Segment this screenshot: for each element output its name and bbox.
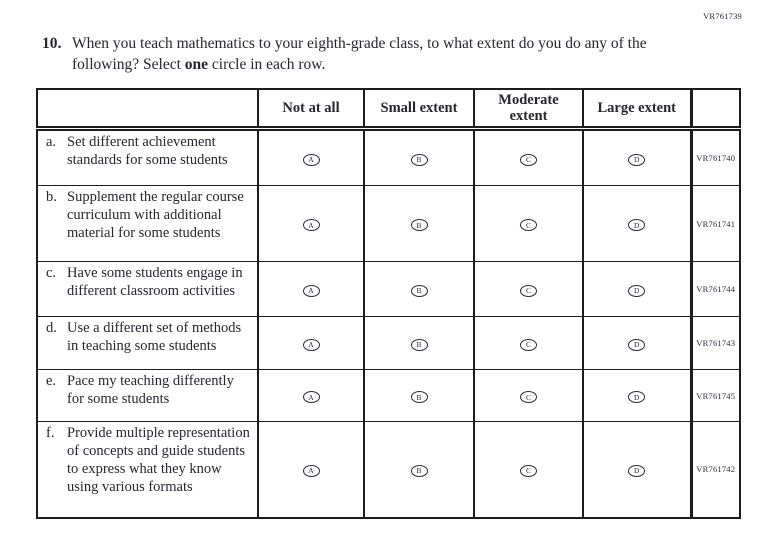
form-code: VR761739 bbox=[703, 11, 742, 21]
option-bubble-large-extent[interactable]: D bbox=[628, 465, 646, 477]
row-text: Provide multiple representation of conce… bbox=[67, 425, 250, 495]
row-code: VR761744 bbox=[689, 261, 741, 317]
row-letter: f. bbox=[46, 425, 55, 441]
row-text: Set different achievement standards for … bbox=[67, 134, 228, 168]
row-letter: b. bbox=[46, 189, 57, 205]
row-code: VR761742 bbox=[689, 421, 741, 518]
table-row-b: b. Supplement the regular course curricu… bbox=[36, 185, 741, 262]
row-code: VR761745 bbox=[689, 369, 741, 422]
code-header-cell bbox=[689, 88, 741, 131]
option-bubble-not-at-all[interactable]: A bbox=[302, 338, 320, 351]
row-label: c. Have some students engage in differen… bbox=[36, 261, 259, 317]
question-text-end: circle in each row. bbox=[208, 56, 326, 73]
row-label: e. Pace my teaching differently for some… bbox=[36, 369, 259, 422]
option-bubble-not-at-all[interactable]: A bbox=[302, 219, 320, 232]
table-row-d: d. Use a different set of methods in tea… bbox=[36, 316, 741, 370]
row-code: VR761741 bbox=[689, 185, 741, 262]
row-letter: a. bbox=[46, 134, 57, 150]
option-bubble-moderate-extent[interactable]: C bbox=[520, 391, 537, 404]
option-bubble-large-extent[interactable]: D bbox=[628, 284, 646, 297]
option-bubble-not-at-all[interactable]: A bbox=[302, 284, 320, 297]
row-label: a. Set different achievement standards f… bbox=[36, 128, 259, 186]
row-label: b. Supplement the regular course curricu… bbox=[36, 185, 259, 262]
option-bubble-moderate-extent[interactable]: C bbox=[520, 153, 537, 166]
row-code: VR761740 bbox=[689, 128, 741, 186]
question-bold-word: one bbox=[184, 56, 209, 73]
option-bubble-small-extent[interactable]: B bbox=[410, 219, 428, 232]
option-bubble-small-extent[interactable]: B bbox=[410, 153, 428, 166]
row-letter: d. bbox=[46, 320, 57, 336]
row-text: Use a different set of methods in teachi… bbox=[67, 320, 242, 354]
row-text: Pace my teaching differently for some st… bbox=[67, 373, 234, 407]
row-label: d. Use a different set of methods in tea… bbox=[36, 316, 259, 370]
option-bubble-small-extent[interactable]: B bbox=[410, 391, 428, 404]
table-row-a: a. Set different achievement standards f… bbox=[36, 128, 741, 186]
option-bubble-small-extent[interactable]: B bbox=[410, 465, 428, 477]
column-header-large-extent: Large extent bbox=[582, 88, 692, 131]
option-bubble-small-extent[interactable]: B bbox=[410, 284, 428, 297]
table-row-f: f. Provide multiple representation of co… bbox=[36, 421, 741, 518]
option-bubble-moderate-extent[interactable]: C bbox=[520, 284, 537, 297]
row-letter: c. bbox=[46, 265, 57, 281]
option-bubble-not-at-all[interactable]: A bbox=[302, 153, 320, 166]
row-text: Supplement the regular course curriculum… bbox=[67, 189, 244, 241]
column-header-not-at-all: Not at all bbox=[257, 88, 365, 131]
table-row-e: e. Pace my teaching differently for some… bbox=[36, 369, 741, 422]
column-header-small-extent: Small extent bbox=[363, 88, 475, 131]
question-text-start: When you teach mathematics to your eight… bbox=[72, 35, 647, 73]
row-label: f. Provide multiple representation of co… bbox=[36, 421, 259, 518]
column-header-moderate-extent: Moderate extent bbox=[473, 88, 584, 131]
option-bubble-moderate-extent[interactable]: C bbox=[520, 465, 537, 477]
question-number: 10. bbox=[42, 35, 62, 52]
question-text: When you teach mathematics to your eight… bbox=[72, 33, 664, 75]
response-grid-table: Not at all Small extent Moderate extent … bbox=[36, 88, 741, 519]
option-bubble-large-extent[interactable]: D bbox=[628, 338, 646, 351]
row-code: VR761743 bbox=[689, 316, 741, 370]
option-bubble-large-extent[interactable]: D bbox=[628, 153, 646, 166]
option-bubble-large-extent[interactable]: D bbox=[628, 219, 646, 232]
table-row-c: c. Have some students engage in differen… bbox=[36, 261, 741, 317]
option-bubble-moderate-extent[interactable]: C bbox=[520, 338, 537, 351]
option-bubble-small-extent[interactable]: B bbox=[410, 338, 428, 351]
stem-header-cell bbox=[36, 88, 259, 131]
option-bubble-large-extent[interactable]: D bbox=[628, 391, 646, 404]
option-bubble-not-at-all[interactable]: A bbox=[302, 465, 320, 477]
row-text: Have some students engage in different c… bbox=[67, 265, 243, 299]
question-block: 10. When you teach mathematics to your e… bbox=[42, 33, 768, 75]
row-letter: e. bbox=[46, 373, 57, 389]
option-bubble-not-at-all[interactable]: A bbox=[302, 391, 320, 404]
header-row: Not at all Small extent Moderate extent … bbox=[36, 88, 741, 131]
option-bubble-moderate-extent[interactable]: C bbox=[520, 219, 537, 232]
